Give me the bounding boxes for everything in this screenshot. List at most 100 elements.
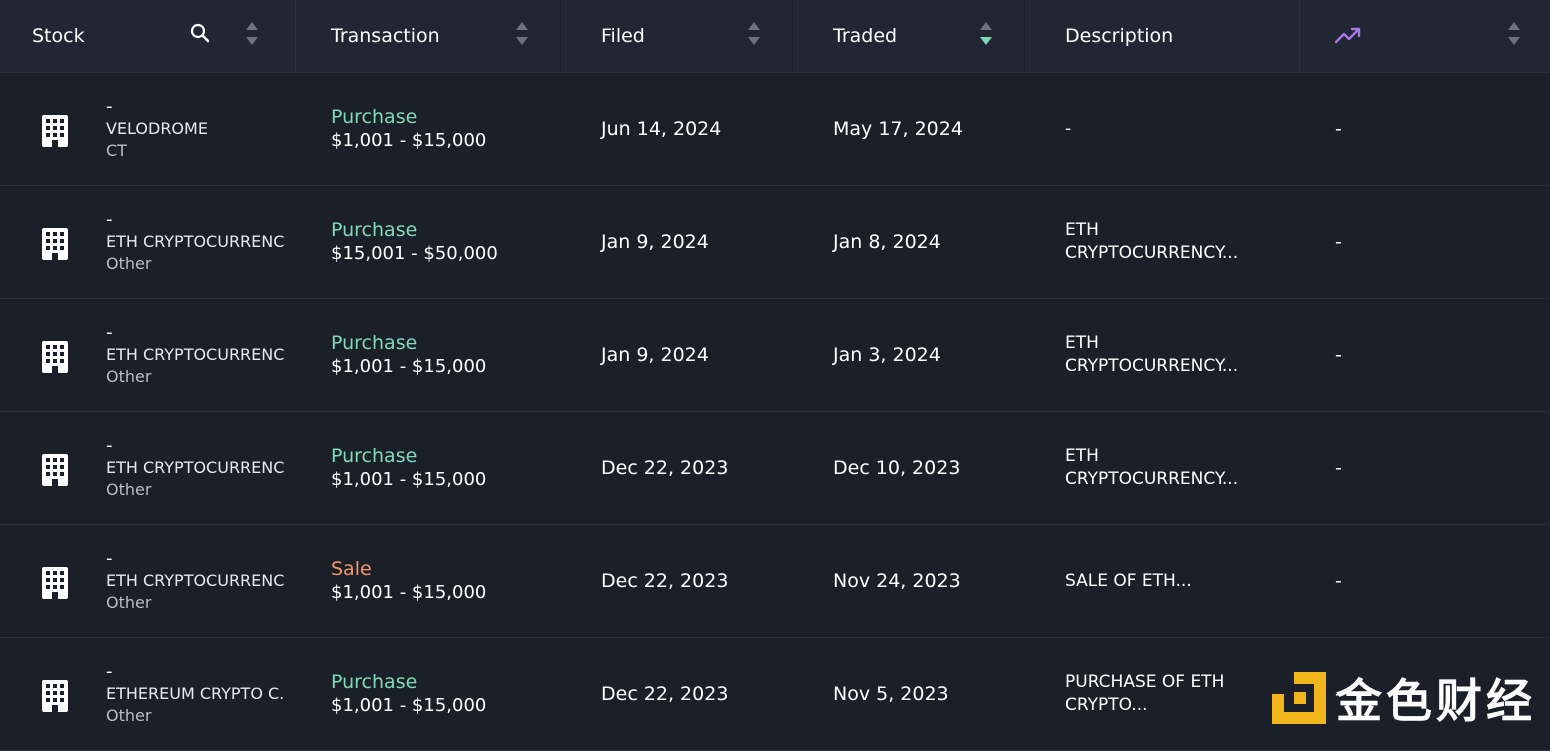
table-row[interactable]: - VELODROME CT Purchase $1,001 - $15,000 Jun … — [0, 73, 1550, 186]
filed-date: Dec 22, 2023 — [601, 683, 729, 705]
cell-traded: May 17, 2024 — [798, 73, 1030, 185]
cell-performance: - — [1300, 299, 1550, 411]
asset-type: Other — [106, 593, 152, 612]
search-icon[interactable] — [190, 23, 210, 43]
cell-traded: Nov 24, 2023 — [798, 525, 1030, 637]
filed-date: Jan 9, 2024 — [601, 344, 709, 366]
cell-performance: - — [1300, 638, 1550, 750]
cell-stock[interactable]: - ETH CRYPTOCURRENC Other — [0, 412, 296, 524]
cell-stock[interactable]: - ETHEREUM CRYPTO C. Other — [0, 638, 296, 750]
cell-stock[interactable]: - ETH CRYPTOCURRENC Other — [0, 299, 296, 411]
cell-traded: Nov 5, 2023 — [798, 638, 1030, 750]
description-line: CRYPTOCURRENCY... — [1065, 469, 1239, 489]
cell-performance: - — [1300, 73, 1550, 185]
stock-name[interactable]: ETHEREUM CRYPTO C. — [106, 684, 285, 703]
cell-stock[interactable]: - VELODROME CT — [0, 73, 296, 185]
stock-ticker: - — [106, 661, 113, 682]
sort-active-icon[interactable] — [979, 22, 993, 48]
performance-value: - — [1335, 683, 1342, 705]
sort-icon[interactable] — [747, 22, 761, 48]
description-line: CRYPTOCURRENCY... — [1065, 243, 1239, 263]
column-header-transaction[interactable]: Transaction — [296, 0, 566, 72]
traded-date: Dec 10, 2023 — [833, 457, 961, 479]
filed-date: Dec 22, 2023 — [601, 570, 729, 592]
table-row[interactable]: - ETH CRYPTOCURRENC Other Sale $1,001 - $15,… — [0, 525, 1550, 638]
table-row[interactable]: - ETH CRYPTOCURRENC Other Purchase $1,001 - … — [0, 412, 1550, 525]
stock-name[interactable]: ETH CRYPTOCURRENC — [106, 458, 285, 477]
stock-name[interactable]: VELODROME — [106, 119, 208, 138]
filed-date: Jun 14, 2024 — [601, 118, 722, 140]
transaction-type: Purchase — [331, 445, 418, 467]
sort-icon[interactable] — [1507, 22, 1521, 48]
cell-transaction: Purchase $1,001 - $15,000 — [296, 299, 566, 411]
cell-traded: Jan 8, 2024 — [798, 186, 1030, 298]
asset-type: Other — [106, 367, 152, 386]
table-row[interactable]: - ETH CRYPTOCURRENC Other Purchase $1,001 - … — [0, 299, 1550, 412]
building-icon — [42, 115, 68, 147]
column-label-stock: Stock — [32, 25, 85, 47]
cell-stock[interactable]: - ETH CRYPTOCURRENC Other — [0, 186, 296, 298]
column-header-performance[interactable] — [1300, 0, 1550, 72]
table-body: - VELODROME CT Purchase $1,001 - $15,000 Jun … — [0, 73, 1550, 751]
transaction-amount: $1,001 - $15,000 — [331, 582, 487, 603]
column-header-stock[interactable]: Stock — [0, 0, 296, 72]
description-line: CRYPTO... — [1065, 695, 1148, 715]
building-icon — [42, 454, 68, 486]
description-line: - — [1065, 118, 1072, 139]
transaction-type: Purchase — [331, 219, 418, 241]
cell-stock[interactable]: - ETH CRYPTOCURRENC Other — [0, 525, 296, 637]
cell-description: ETH CRYPTOCURRENCY... — [1030, 186, 1300, 298]
trending-up-icon — [1335, 27, 1361, 44]
stock-name[interactable]: ETH CRYPTOCURRENC — [106, 571, 285, 590]
watermark-text: 金色财经 — [1336, 674, 1536, 728]
cell-filed: Jan 9, 2024 — [566, 299, 798, 411]
building-icon — [42, 680, 68, 712]
filed-date: Jan 9, 2024 — [601, 231, 709, 253]
cell-filed: Jan 9, 2024 — [566, 186, 798, 298]
cell-traded: Jan 3, 2024 — [798, 299, 1030, 411]
cell-performance: - — [1300, 525, 1550, 637]
cell-filed: Dec 22, 2023 — [566, 525, 798, 637]
description-line: SALE OF ETH... — [1065, 570, 1192, 591]
description-line: ETH — [1065, 446, 1099, 466]
sort-icon[interactable] — [245, 22, 259, 48]
transaction-type: Purchase — [331, 671, 418, 693]
stock-ticker: - — [106, 548, 113, 569]
cell-transaction: Sale $1,001 - $15,000 — [296, 525, 566, 637]
cell-description: SALE OF ETH... — [1030, 525, 1300, 637]
sort-icon[interactable] — [515, 22, 529, 48]
column-header-description[interactable]: Description — [1030, 0, 1300, 72]
stock-ticker: - — [106, 322, 113, 343]
column-label-traded: Traded — [833, 25, 898, 47]
asset-type: CT — [106, 141, 127, 160]
column-label-transaction: Transaction — [331, 25, 440, 47]
column-header-filed[interactable]: Filed — [566, 0, 798, 72]
performance-value: - — [1335, 231, 1342, 253]
performance-value: - — [1335, 344, 1342, 366]
watermark: 金色财经 — [1272, 665, 1536, 731]
cell-description: ETH CRYPTOCURRENCY... — [1030, 299, 1300, 411]
traded-date: Nov 24, 2023 — [833, 570, 961, 592]
cell-description: - — [1030, 73, 1300, 185]
stock-name[interactable]: ETH CRYPTOCURRENC — [106, 345, 285, 364]
traded-date: Jan 8, 2024 — [833, 231, 941, 253]
cell-performance: - — [1300, 412, 1550, 524]
transaction-type: Sale — [331, 558, 372, 580]
description-line: PURCHASE OF ETH — [1065, 672, 1225, 692]
table-row[interactable]: - ETH CRYPTOCURRENC Other Purchase $15,001 -… — [0, 186, 1550, 299]
stock-name[interactable]: ETH CRYPTOCURRENC — [106, 232, 285, 251]
transaction-amount: $1,001 - $15,000 — [331, 130, 487, 151]
cell-description: PURCHASE OF ETH CRYPTO... — [1030, 638, 1300, 750]
transaction-amount: $1,001 - $15,000 — [331, 356, 487, 377]
cell-transaction: Purchase $1,001 - $15,000 — [296, 73, 566, 185]
column-header-traded[interactable]: Traded — [798, 0, 1030, 72]
performance-value: - — [1335, 457, 1342, 479]
table-header: Stock Transaction Filed Traded Descripti… — [0, 0, 1550, 73]
description-line: ETH — [1065, 220, 1099, 240]
transaction-amount: $1,001 - $15,000 — [331, 695, 487, 716]
asset-type: Other — [106, 480, 152, 499]
cell-performance: - — [1300, 186, 1550, 298]
traded-date: Nov 5, 2023 — [833, 683, 949, 705]
filed-date: Dec 22, 2023 — [601, 457, 729, 479]
